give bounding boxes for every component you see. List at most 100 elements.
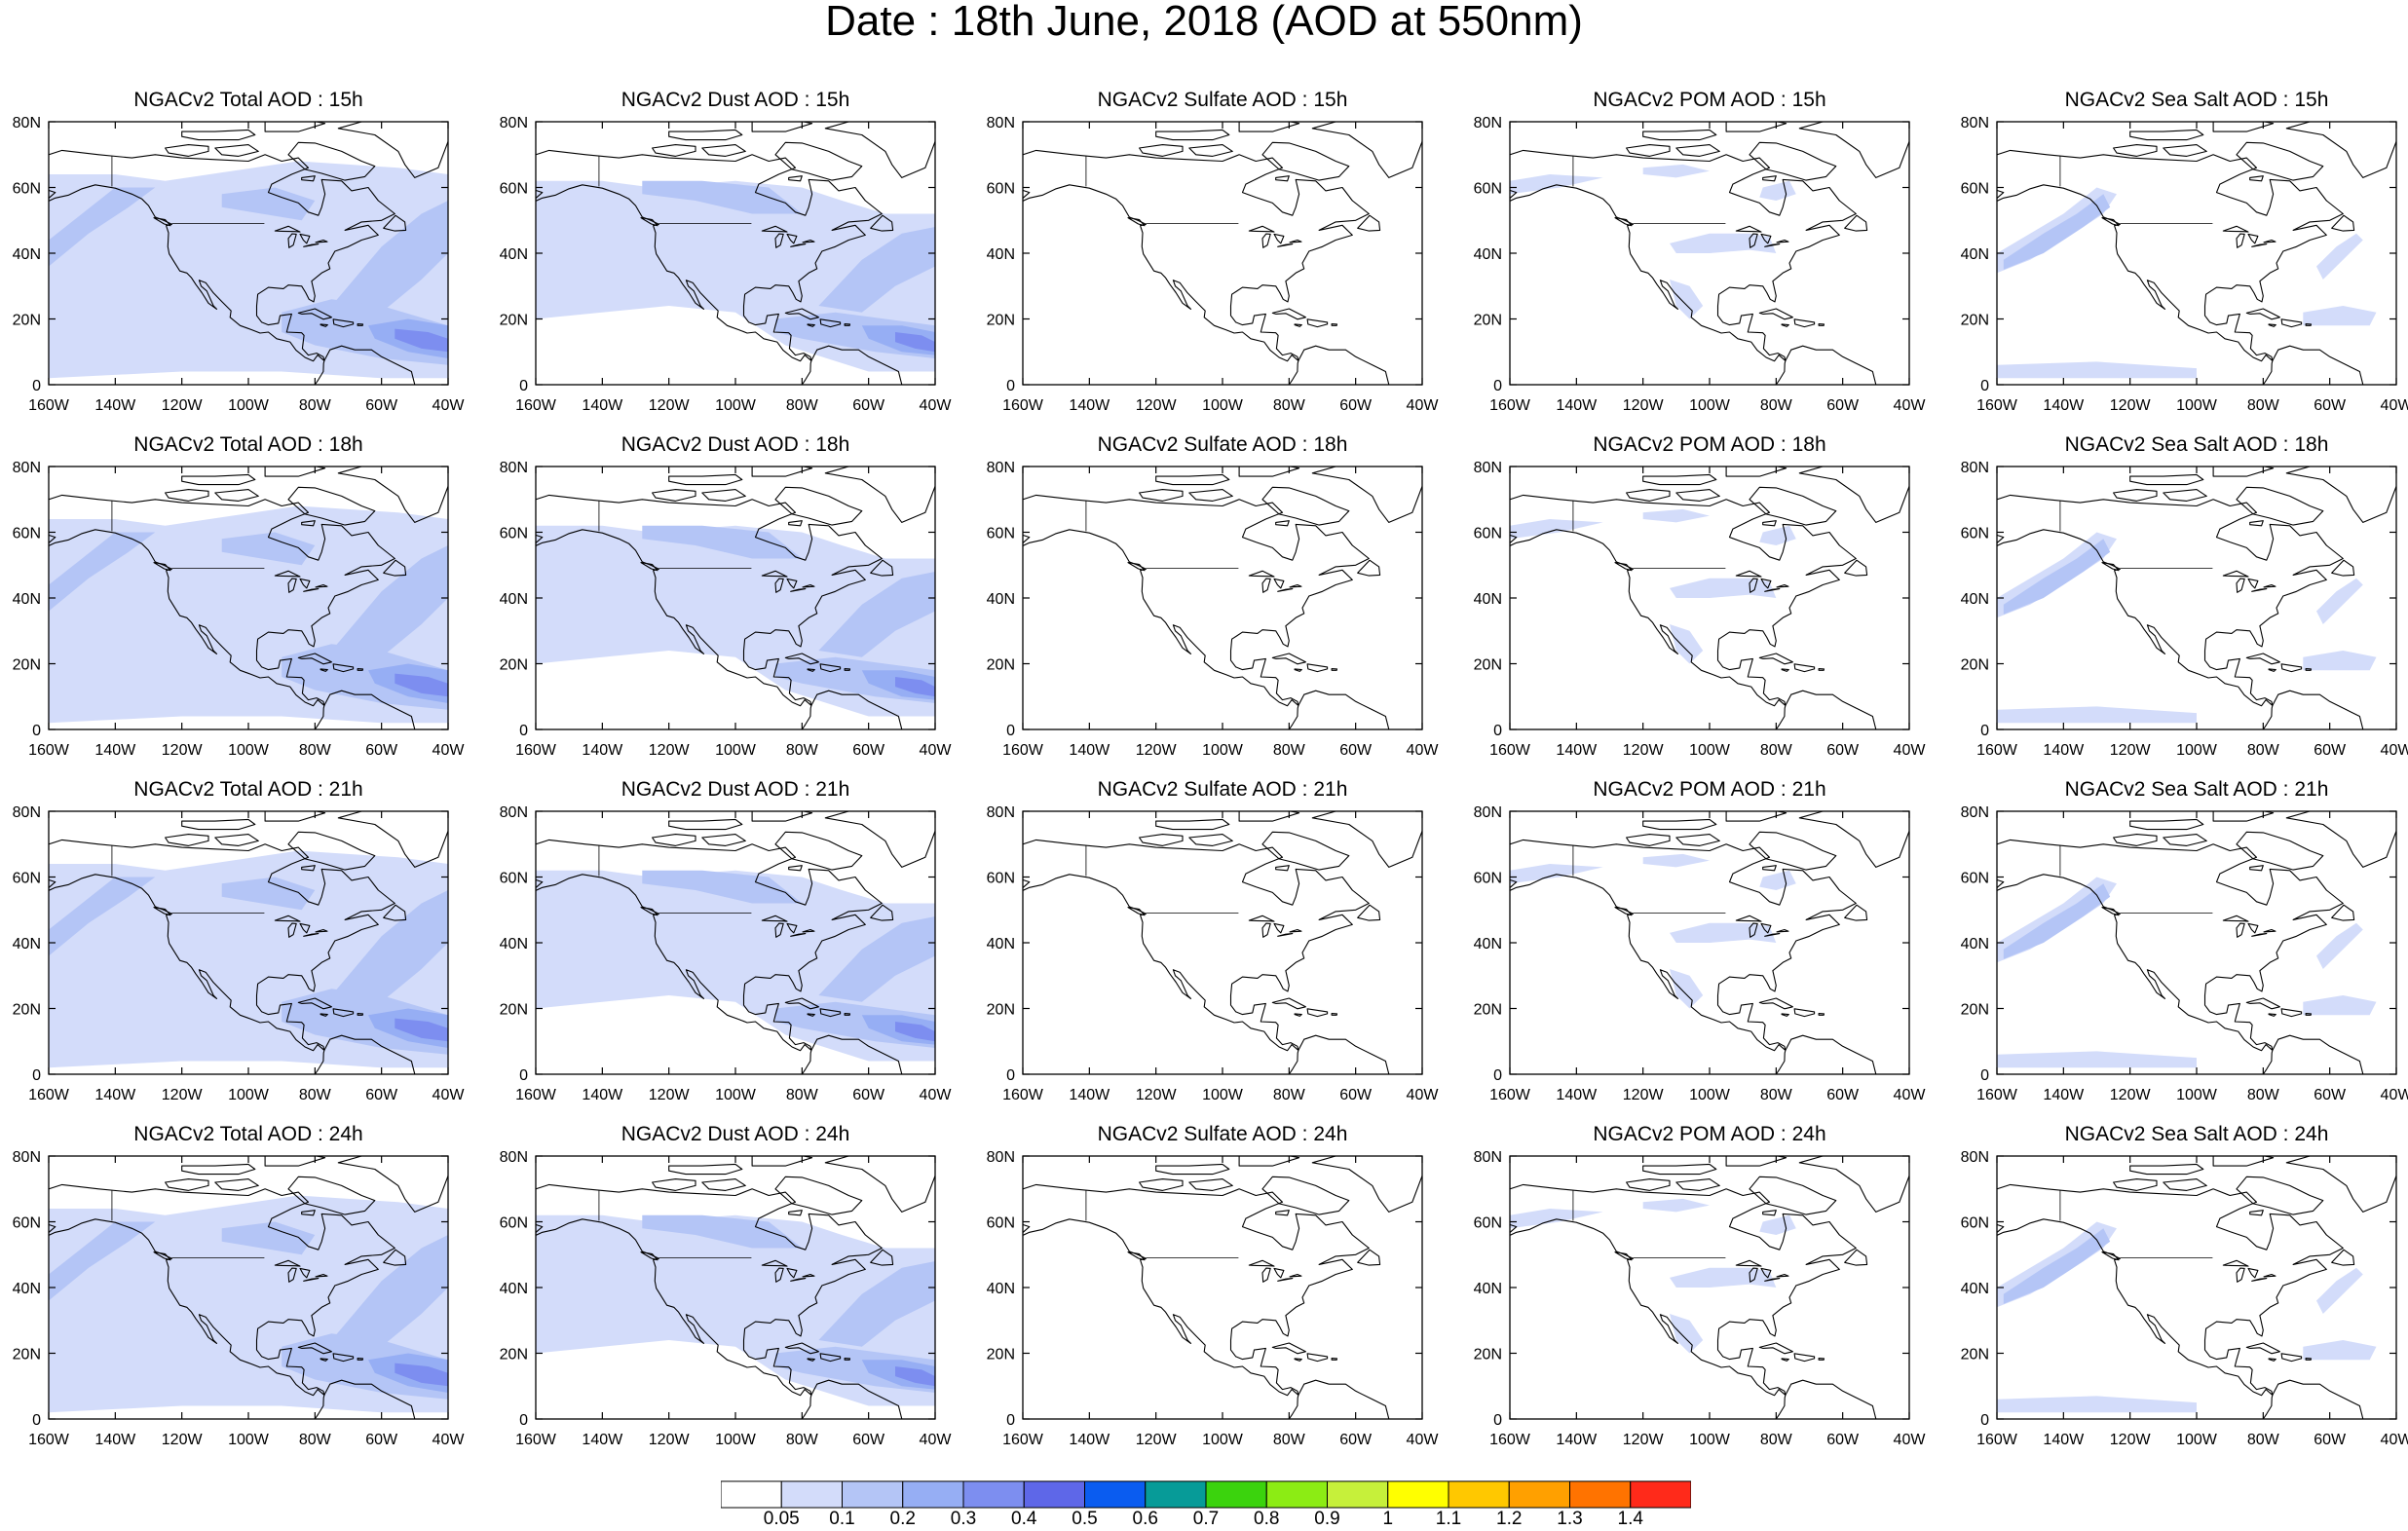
coastlines bbox=[1997, 467, 2396, 729]
coastline bbox=[1614, 562, 1633, 572]
lake-outline bbox=[2236, 233, 2245, 248]
x-tick-label: 100W bbox=[715, 1087, 757, 1103]
lake-outline bbox=[774, 578, 784, 593]
map-svg: 160W 140W 120W 100W 80W 60W 40W 80N 60N 40N 20N 0 bbox=[1961, 1149, 2408, 1448]
map-panel-pom: NGACv2 POM AOD : 21h 160W 140W 120W 100W 80W 6… bbox=[1461, 777, 1948, 1122]
coastline bbox=[1642, 129, 1717, 141]
colorbar-label: 1.1 bbox=[1435, 1509, 1462, 1529]
coastline bbox=[788, 1210, 803, 1216]
colorbar-swatch bbox=[721, 1480, 782, 1509]
map-panel-dust: NGACv2 Dust AOD : 21h 160W 140W 120W 100W 80W… bbox=[487, 777, 974, 1122]
coastline bbox=[1793, 318, 1816, 328]
y-tick-label: 60N bbox=[500, 871, 528, 887]
coastline bbox=[1155, 473, 1230, 486]
coastline bbox=[1023, 494, 1370, 707]
x-tick-label: 80W bbox=[299, 1432, 332, 1448]
coastline bbox=[383, 1249, 407, 1266]
coastline bbox=[320, 668, 328, 672]
coastline bbox=[2113, 834, 2158, 846]
aod-field bbox=[49, 1195, 448, 1413]
panel-title: NGACv2 Sulfate AOD : 21h bbox=[1097, 778, 1348, 801]
coastline bbox=[297, 997, 332, 1010]
colorbar-label: 1.3 bbox=[1557, 1509, 1583, 1529]
map-panel-seasalt: NGACv2 Sea Salt AOD : 21h 160W 140W 120W 100… bbox=[1948, 777, 2408, 1122]
coastline bbox=[1781, 668, 1789, 672]
colorbar-label: 0.6 bbox=[1132, 1509, 1158, 1529]
coastline bbox=[774, 141, 863, 181]
y-tick-label: 80N bbox=[1474, 115, 1502, 131]
coastline bbox=[287, 831, 376, 871]
x-tick-label: 140W bbox=[2043, 397, 2085, 414]
coastline bbox=[788, 175, 803, 182]
coastlines bbox=[49, 467, 448, 729]
x-tick-label: 60W bbox=[2314, 1432, 2347, 1448]
x-tick-label: 120W bbox=[649, 1087, 691, 1103]
lake-outline bbox=[1273, 922, 1285, 934]
aod-region bbox=[1759, 1214, 1796, 1235]
colorbar-swatch bbox=[780, 1480, 843, 1509]
x-tick-label: 40W bbox=[1894, 742, 1927, 759]
y-tick-label: 80N bbox=[500, 1149, 528, 1166]
y-tick-label: 60N bbox=[500, 526, 528, 542]
aod-region bbox=[2303, 1340, 2377, 1361]
x-tick-label: 60W bbox=[2314, 1087, 2347, 1103]
map-svg: 160W 140W 120W 100W 80W 60W 40W 80N 60N 40N 20N 0 bbox=[987, 115, 1440, 414]
x-tick-label: 100W bbox=[1689, 1087, 1731, 1103]
coastline bbox=[1238, 811, 1300, 822]
coastline bbox=[1331, 323, 1338, 326]
lake-outline bbox=[790, 933, 807, 937]
coastline bbox=[1306, 1353, 1329, 1363]
y-tick-label: 40N bbox=[987, 1281, 1015, 1297]
lake-outline bbox=[1261, 1267, 1271, 1283]
coastline bbox=[1311, 467, 1422, 523]
y-tick-label: 40N bbox=[1474, 246, 1502, 263]
aod-region bbox=[642, 525, 803, 559]
x-tick-label: 40W bbox=[1894, 397, 1927, 414]
lake-outline bbox=[786, 233, 798, 244]
lake-outline bbox=[1289, 239, 1302, 243]
x-tick-label: 140W bbox=[1556, 1087, 1598, 1103]
coastline bbox=[2101, 217, 2120, 227]
y-tick-label: 0 bbox=[1980, 378, 1989, 394]
map-svg: 160W 140W 120W 100W 80W 60W 40W 80N 60N 40N 20N 0 bbox=[1474, 804, 1927, 1103]
x-tick-label: 160W bbox=[28, 1087, 70, 1103]
lake-outline bbox=[1277, 933, 1294, 937]
aod-region bbox=[49, 1221, 156, 1301]
y-tick-label: 20N bbox=[987, 1347, 1015, 1363]
x-tick-label: 140W bbox=[1556, 742, 1598, 759]
coastline bbox=[2113, 144, 2158, 157]
lake-outline bbox=[802, 1273, 815, 1278]
coastline bbox=[1155, 1163, 1230, 1176]
y-tick-label: 0 bbox=[1980, 723, 1989, 739]
x-tick-label: 100W bbox=[1202, 397, 1244, 414]
coastline bbox=[2236, 1176, 2324, 1215]
coastline bbox=[1818, 1358, 1825, 1361]
colorbar-label: 1 bbox=[1382, 1509, 1394, 1529]
coastline bbox=[165, 489, 209, 502]
coastline bbox=[2268, 668, 2276, 672]
aod-region bbox=[1642, 853, 1710, 868]
y-tick-label: 60N bbox=[1474, 1215, 1502, 1232]
coastline bbox=[2262, 345, 2364, 385]
aod-region bbox=[221, 1221, 316, 1255]
panel-title: NGACv2 Dust AOD : 21h bbox=[621, 778, 850, 801]
coastline bbox=[844, 323, 851, 326]
y-tick-label: 80N bbox=[500, 460, 528, 476]
map-panel-pom: NGACv2 POM AOD : 15h 160W 140W 120W 100W 80W 6… bbox=[1461, 88, 1948, 432]
coastline bbox=[801, 690, 903, 729]
y-tick-label: 60N bbox=[1474, 526, 1502, 542]
coastline bbox=[1762, 1210, 1777, 1216]
x-tick-label: 40W bbox=[1894, 1087, 1927, 1103]
lake-outline bbox=[790, 1278, 807, 1282]
coastline bbox=[1238, 122, 1300, 132]
coastline bbox=[1775, 1379, 1877, 1419]
y-tick-label: 60N bbox=[500, 181, 528, 198]
coastline bbox=[320, 323, 328, 327]
x-tick-label: 120W bbox=[2110, 742, 2152, 759]
map-svg: 160W 140W 120W 100W 80W 60W 40W 80N 60N 40N 20N 0 bbox=[1474, 460, 1927, 759]
colorbar-legend: 0.05 0.1 0.2 0.3 0.4 0.5 0.6 0.7 0.8 0.9 1 1.1 1.2 1.… bbox=[721, 1480, 1691, 1529]
lake-outline bbox=[274, 915, 301, 922]
y-tick-label: 80N bbox=[13, 460, 41, 476]
y-tick-label: 20N bbox=[987, 1002, 1015, 1019]
x-tick-label: 160W bbox=[1489, 1432, 1531, 1448]
